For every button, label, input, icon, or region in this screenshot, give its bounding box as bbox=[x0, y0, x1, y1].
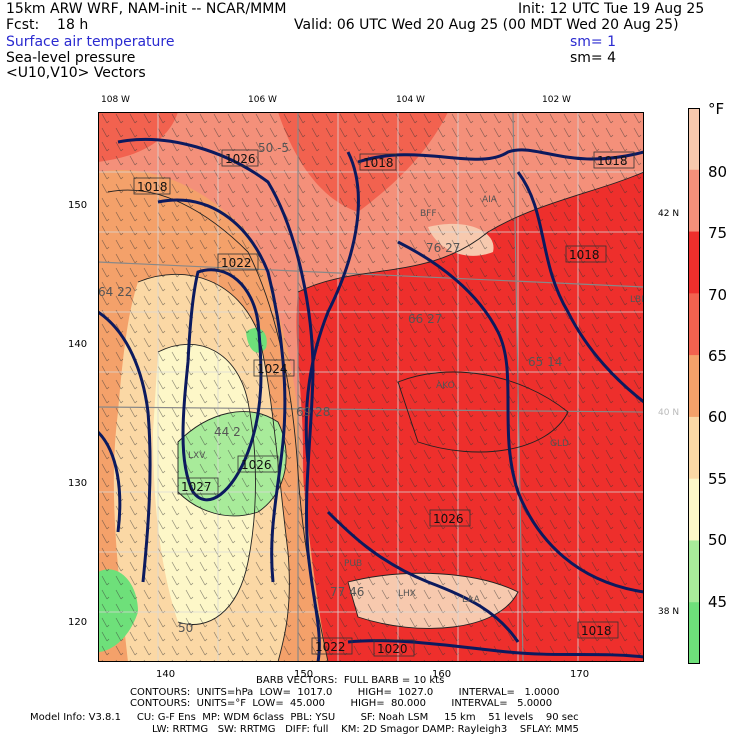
pressure-isobars bbox=[98, 137, 644, 662]
temp-label-1: 76 27 bbox=[426, 241, 460, 255]
colorbar-segment bbox=[688, 108, 700, 171]
svg-text:1020: 1020 bbox=[377, 642, 408, 656]
grid-y-130: 130 bbox=[68, 478, 88, 489]
colorbar-segment bbox=[688, 169, 700, 233]
grid-x-170: 170 bbox=[570, 669, 590, 680]
temp-label-6: 77 46 bbox=[330, 585, 364, 599]
wind-barb-field bbox=[98, 112, 644, 662]
init-time: Init: 12 UTC Tue 19 Aug 25 bbox=[518, 1, 705, 17]
svg-text:1027: 1027 bbox=[181, 480, 212, 494]
isobar-label-1024: 1024 bbox=[253, 359, 295, 377]
colorbar-segment bbox=[688, 355, 700, 418]
colorbar-segment bbox=[688, 293, 700, 356]
barb-legend: BARB VECTORS: FULL BARB = 10 kts bbox=[256, 675, 445, 686]
field-wind-label: <U10,V10> Vectors bbox=[6, 65, 146, 81]
temperature-contour-info: CONTOURS: UNITS=°F LOW= 45.000 HIGH= 80.… bbox=[130, 698, 553, 709]
colorbar-segment bbox=[688, 602, 700, 664]
station-pub: PUB bbox=[344, 559, 362, 569]
isobar-label-1018-se: 1018 bbox=[577, 621, 619, 639]
grid-y-150: 150 bbox=[68, 200, 88, 211]
station-laa: LAA bbox=[462, 595, 481, 605]
grid-y-140: 140 bbox=[68, 339, 88, 350]
svg-text:1026: 1026 bbox=[433, 512, 464, 526]
colorbar-segment bbox=[688, 478, 700, 541]
svg-text:1018: 1018 bbox=[581, 624, 612, 638]
model-info-line1: Model Info: V3.8.1 CU: G-F Ens MP: WDM 6… bbox=[30, 712, 579, 723]
colorbar-label-55: 55 bbox=[708, 470, 728, 488]
valid-time: Valid: 06 UTC Wed 20 Aug 25 (00 MDT Wed … bbox=[294, 17, 679, 33]
svg-text:1018: 1018 bbox=[597, 154, 628, 168]
isobar-label-1020-s: 1020 bbox=[373, 639, 415, 657]
lat-label-42n: 42 N bbox=[658, 209, 680, 219]
field-temperature-label: Surface air temperature bbox=[6, 34, 175, 50]
station-ako: AKO bbox=[436, 381, 455, 391]
temp-label-7: 64 22 bbox=[98, 285, 132, 299]
lat-label-40n: 40 N bbox=[658, 408, 680, 418]
temp-label-2: 66 27 bbox=[408, 312, 442, 326]
lon-label-108w: 108 W bbox=[101, 95, 130, 105]
isobar-label-1018-n: 1018 bbox=[359, 153, 397, 171]
lon-label-106w: 106 W bbox=[248, 95, 277, 105]
lon-label-104w: 104 W bbox=[396, 95, 425, 105]
colorbar-label-75: 75 bbox=[708, 224, 728, 242]
temperature-pressure-map: BFF AIA LBF AKO GLD LHX LAA PUB LXV 76 2… bbox=[98, 112, 644, 662]
colorbar-label-70: 70 bbox=[708, 286, 728, 304]
colorbar-segment bbox=[688, 231, 700, 294]
svg-text:1018: 1018 bbox=[363, 156, 394, 170]
temp-label-8: 69 28 bbox=[296, 405, 330, 419]
model-info-line2: LW: RRTMG SW: RRTMG DIFF: full KM: 2D Sm… bbox=[152, 724, 579, 735]
station-gld: GLD bbox=[550, 439, 569, 449]
colorbar-label-65: 65 bbox=[708, 347, 728, 365]
colorbar-label-45: 45 bbox=[708, 593, 728, 611]
grid-x-150: 150 bbox=[294, 669, 314, 680]
model-title: 15km ARW WRF, NAM-init -- NCAR/MMM bbox=[6, 1, 287, 17]
colorbar-segment bbox=[688, 540, 700, 603]
colorbar-label-80: 80 bbox=[708, 163, 728, 181]
map-frame bbox=[98, 112, 644, 662]
field-pressure-label: Sea-level pressure bbox=[6, 50, 136, 66]
isobar-label-1018-e: 1018 bbox=[565, 245, 607, 263]
temperature-colorbar bbox=[688, 108, 700, 664]
grid-x-160: 160 bbox=[432, 669, 452, 680]
svg-text:1022: 1022 bbox=[315, 640, 346, 654]
colorbar-unit: °F bbox=[708, 100, 725, 118]
station-aia: AIA bbox=[482, 195, 498, 205]
isobar-label-1018-ne: 1018 bbox=[593, 151, 635, 169]
pressure-contour-info: CONTOURS: UNITS=hPa LOW= 1017.0 HIGH= 10… bbox=[130, 687, 560, 698]
svg-text:1018: 1018 bbox=[569, 248, 600, 262]
colorbar-label-50: 50 bbox=[708, 531, 728, 549]
svg-text:1022: 1022 bbox=[221, 256, 252, 270]
grid-x-140: 140 bbox=[156, 669, 176, 680]
field-temperature-smoothing: sm= 1 bbox=[570, 34, 617, 50]
grid-y-120: 120 bbox=[68, 617, 88, 628]
station-lxv: LXV bbox=[188, 451, 206, 461]
colorbar-label-60: 60 bbox=[708, 408, 728, 426]
svg-text:1024: 1024 bbox=[257, 362, 288, 376]
lon-label-102w: 102 W bbox=[542, 95, 571, 105]
isobar-label-1022-s: 1022 bbox=[311, 637, 353, 655]
temp-label-5: 50 -5 bbox=[258, 141, 289, 155]
field-pressure-smoothing: sm= 4 bbox=[570, 50, 617, 66]
isobar-label-1027: 1027 bbox=[177, 477, 219, 495]
svg-text:1018: 1018 bbox=[137, 180, 168, 194]
colorbar-segment bbox=[688, 416, 700, 480]
isobar-label-1022: 1022 bbox=[217, 253, 259, 271]
station-lbf: LBF bbox=[630, 295, 644, 305]
lat-label-38n: 38 N bbox=[658, 607, 680, 617]
isobar-label-1026-e: 1026 bbox=[429, 509, 471, 527]
forecast-hour: Fcst: 18 h bbox=[6, 17, 89, 33]
temp-label-3: 65 14 bbox=[528, 355, 562, 369]
isobar-label-1026-mid: 1026 bbox=[237, 455, 279, 473]
temp-label-4: 44 2 bbox=[214, 425, 241, 439]
temp-label-9: 50 bbox=[178, 621, 193, 635]
county-boundaries bbox=[98, 112, 644, 662]
isobar-label-1018-nw: 1018 bbox=[133, 177, 171, 195]
station-lhx: LHX bbox=[398, 589, 416, 599]
isobar-label-1026-top: 1026 bbox=[221, 149, 259, 167]
station-bff: BFF bbox=[420, 209, 437, 219]
svg-text:1026: 1026 bbox=[241, 458, 272, 472]
svg-text:1026: 1026 bbox=[225, 152, 256, 166]
